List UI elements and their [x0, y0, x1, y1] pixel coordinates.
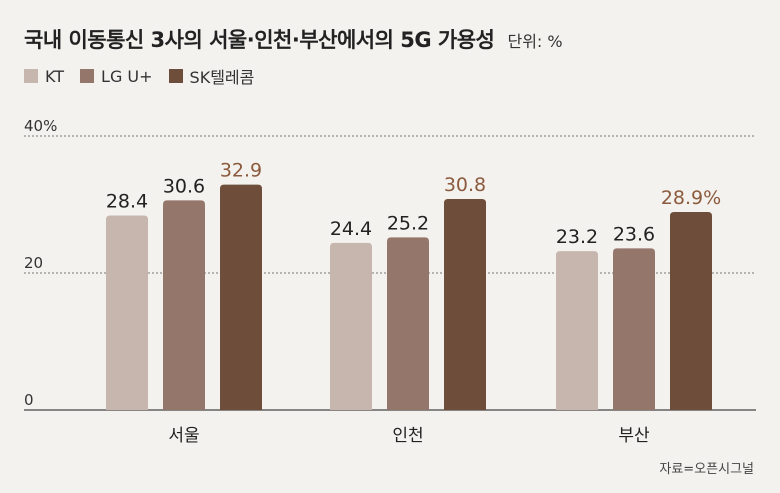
title-row: 국내 이동통신 3사의 서울·인천·부산에서의 5G 가용성 단위: % — [24, 24, 563, 54]
data-label: 24.4 — [330, 218, 372, 240]
data-label: 28.9% — [661, 187, 721, 209]
bar — [387, 237, 429, 410]
legend-swatch — [168, 69, 183, 83]
bar — [556, 251, 598, 410]
legend-item: KT — [24, 67, 64, 86]
unit-label: 단위: % — [507, 32, 563, 51]
data-label: 30.6 — [163, 175, 205, 197]
chart-title: 국내 이동통신 3사의 서울·인천·부산에서의 5G 가용성 — [24, 28, 495, 52]
legend-item: SK텔레콤 — [168, 64, 255, 88]
bar — [220, 184, 262, 410]
legend-item: LG U+ — [80, 67, 153, 86]
category-label: 부산 — [618, 426, 650, 446]
y-tick-label: 40% — [24, 117, 57, 135]
bar — [330, 242, 372, 410]
data-label: 28.4 — [106, 190, 148, 212]
bar — [444, 199, 486, 410]
legend-label: LG U+ — [101, 66, 153, 86]
category-label: 서울 — [168, 426, 199, 446]
bar — [106, 215, 148, 410]
legend: KT LG U+ SK텔레콤 — [24, 64, 254, 88]
bar — [613, 248, 655, 410]
legend-swatch — [24, 69, 38, 83]
data-label: 32.9 — [220, 160, 262, 182]
category-label: 인천 — [392, 426, 423, 446]
y-tick-label: 20 — [24, 254, 43, 272]
legend-label: SK텔레콤 — [189, 68, 255, 87]
data-label: 23.2 — [556, 226, 598, 248]
data-label: 30.8 — [444, 174, 486, 196]
bar — [163, 200, 205, 410]
data-label: 25.2 — [387, 212, 429, 234]
data-label: 23.6 — [613, 223, 655, 245]
bar — [670, 212, 712, 410]
source-note: 자료=오픈시그널 — [659, 462, 754, 477]
y-tick-label: 0 — [24, 391, 34, 409]
legend-label: KT — [45, 66, 65, 86]
legend-swatch — [80, 69, 95, 83]
